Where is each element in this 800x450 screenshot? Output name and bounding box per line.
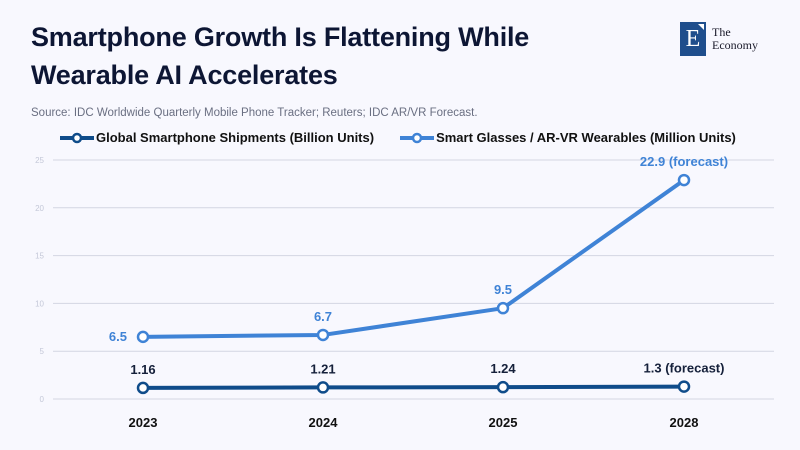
y-tick-label: 5 xyxy=(40,347,45,356)
logo-letter: E xyxy=(685,26,701,52)
data-label-smartphone: 1.3 (forecast) xyxy=(644,361,725,376)
legend-item-wearables[interactable]: Smart Glasses / AR-VR Wearables (Million… xyxy=(400,130,736,145)
x-tick-label: 2025 xyxy=(489,415,518,430)
logo-mark-icon: E xyxy=(680,22,706,56)
data-point-smartphone xyxy=(677,380,691,393)
logo-wordmark: The Economy xyxy=(712,26,758,52)
logo-line-2: Economy xyxy=(712,38,758,52)
legend-label-wearables: Smart Glasses / AR-VR Wearables (Million… xyxy=(436,130,736,145)
data-point-smartphone xyxy=(136,381,150,395)
data-label-wearables: 6.5 xyxy=(109,329,127,344)
logo-line-1: The xyxy=(712,25,731,39)
y-tick-label: 25 xyxy=(35,156,44,165)
y-tick-label: 10 xyxy=(35,299,44,308)
legend-label-smartphone: Global Smartphone Shipments (Billion Uni… xyxy=(96,130,375,145)
data-label-smartphone: 1.16 xyxy=(130,362,155,377)
data-label-smartphone: 1.24 xyxy=(490,361,516,376)
legend-swatch-wearables xyxy=(400,132,435,143)
chart-legend: Global Smartphone Shipments (Billion Uni… xyxy=(60,130,736,145)
data-label-smartphone: 1.21 xyxy=(310,361,335,376)
the-economy-logo: E The Economy xyxy=(680,22,758,56)
y-tick-label: 15 xyxy=(35,252,44,261)
legend-item-smartphone[interactable]: Global Smartphone Shipments (Billion Uni… xyxy=(60,130,374,145)
data-point-smartphone xyxy=(316,381,330,394)
x-tick-label: 2023 xyxy=(129,415,158,430)
data-point-wearables xyxy=(316,328,330,342)
data-point-smartphone xyxy=(496,380,510,394)
data-point-wearables xyxy=(136,330,150,344)
data-point-wearables xyxy=(496,301,510,315)
x-tick-label: 2028 xyxy=(670,415,699,430)
y-tick-label: 0 xyxy=(40,395,45,404)
series-line-smartphone xyxy=(142,384,685,390)
series-line-wearables xyxy=(142,178,686,339)
source-note: Source: IDC Worldwide Quarterly Mobile P… xyxy=(31,107,478,119)
x-tick-label: 2024 xyxy=(309,415,339,430)
legend-swatch-smartphone xyxy=(60,132,94,143)
y-tick-label: 20 xyxy=(35,204,44,213)
data-point-wearables xyxy=(677,173,691,187)
data-label-wearables: 22.9 (forecast) xyxy=(640,154,728,169)
data-label-wearables: 6.7 xyxy=(314,309,332,324)
data-label-wearables: 9.5 xyxy=(494,282,512,297)
chart-title: Smartphone Growth Is Flattening While We… xyxy=(31,22,530,90)
